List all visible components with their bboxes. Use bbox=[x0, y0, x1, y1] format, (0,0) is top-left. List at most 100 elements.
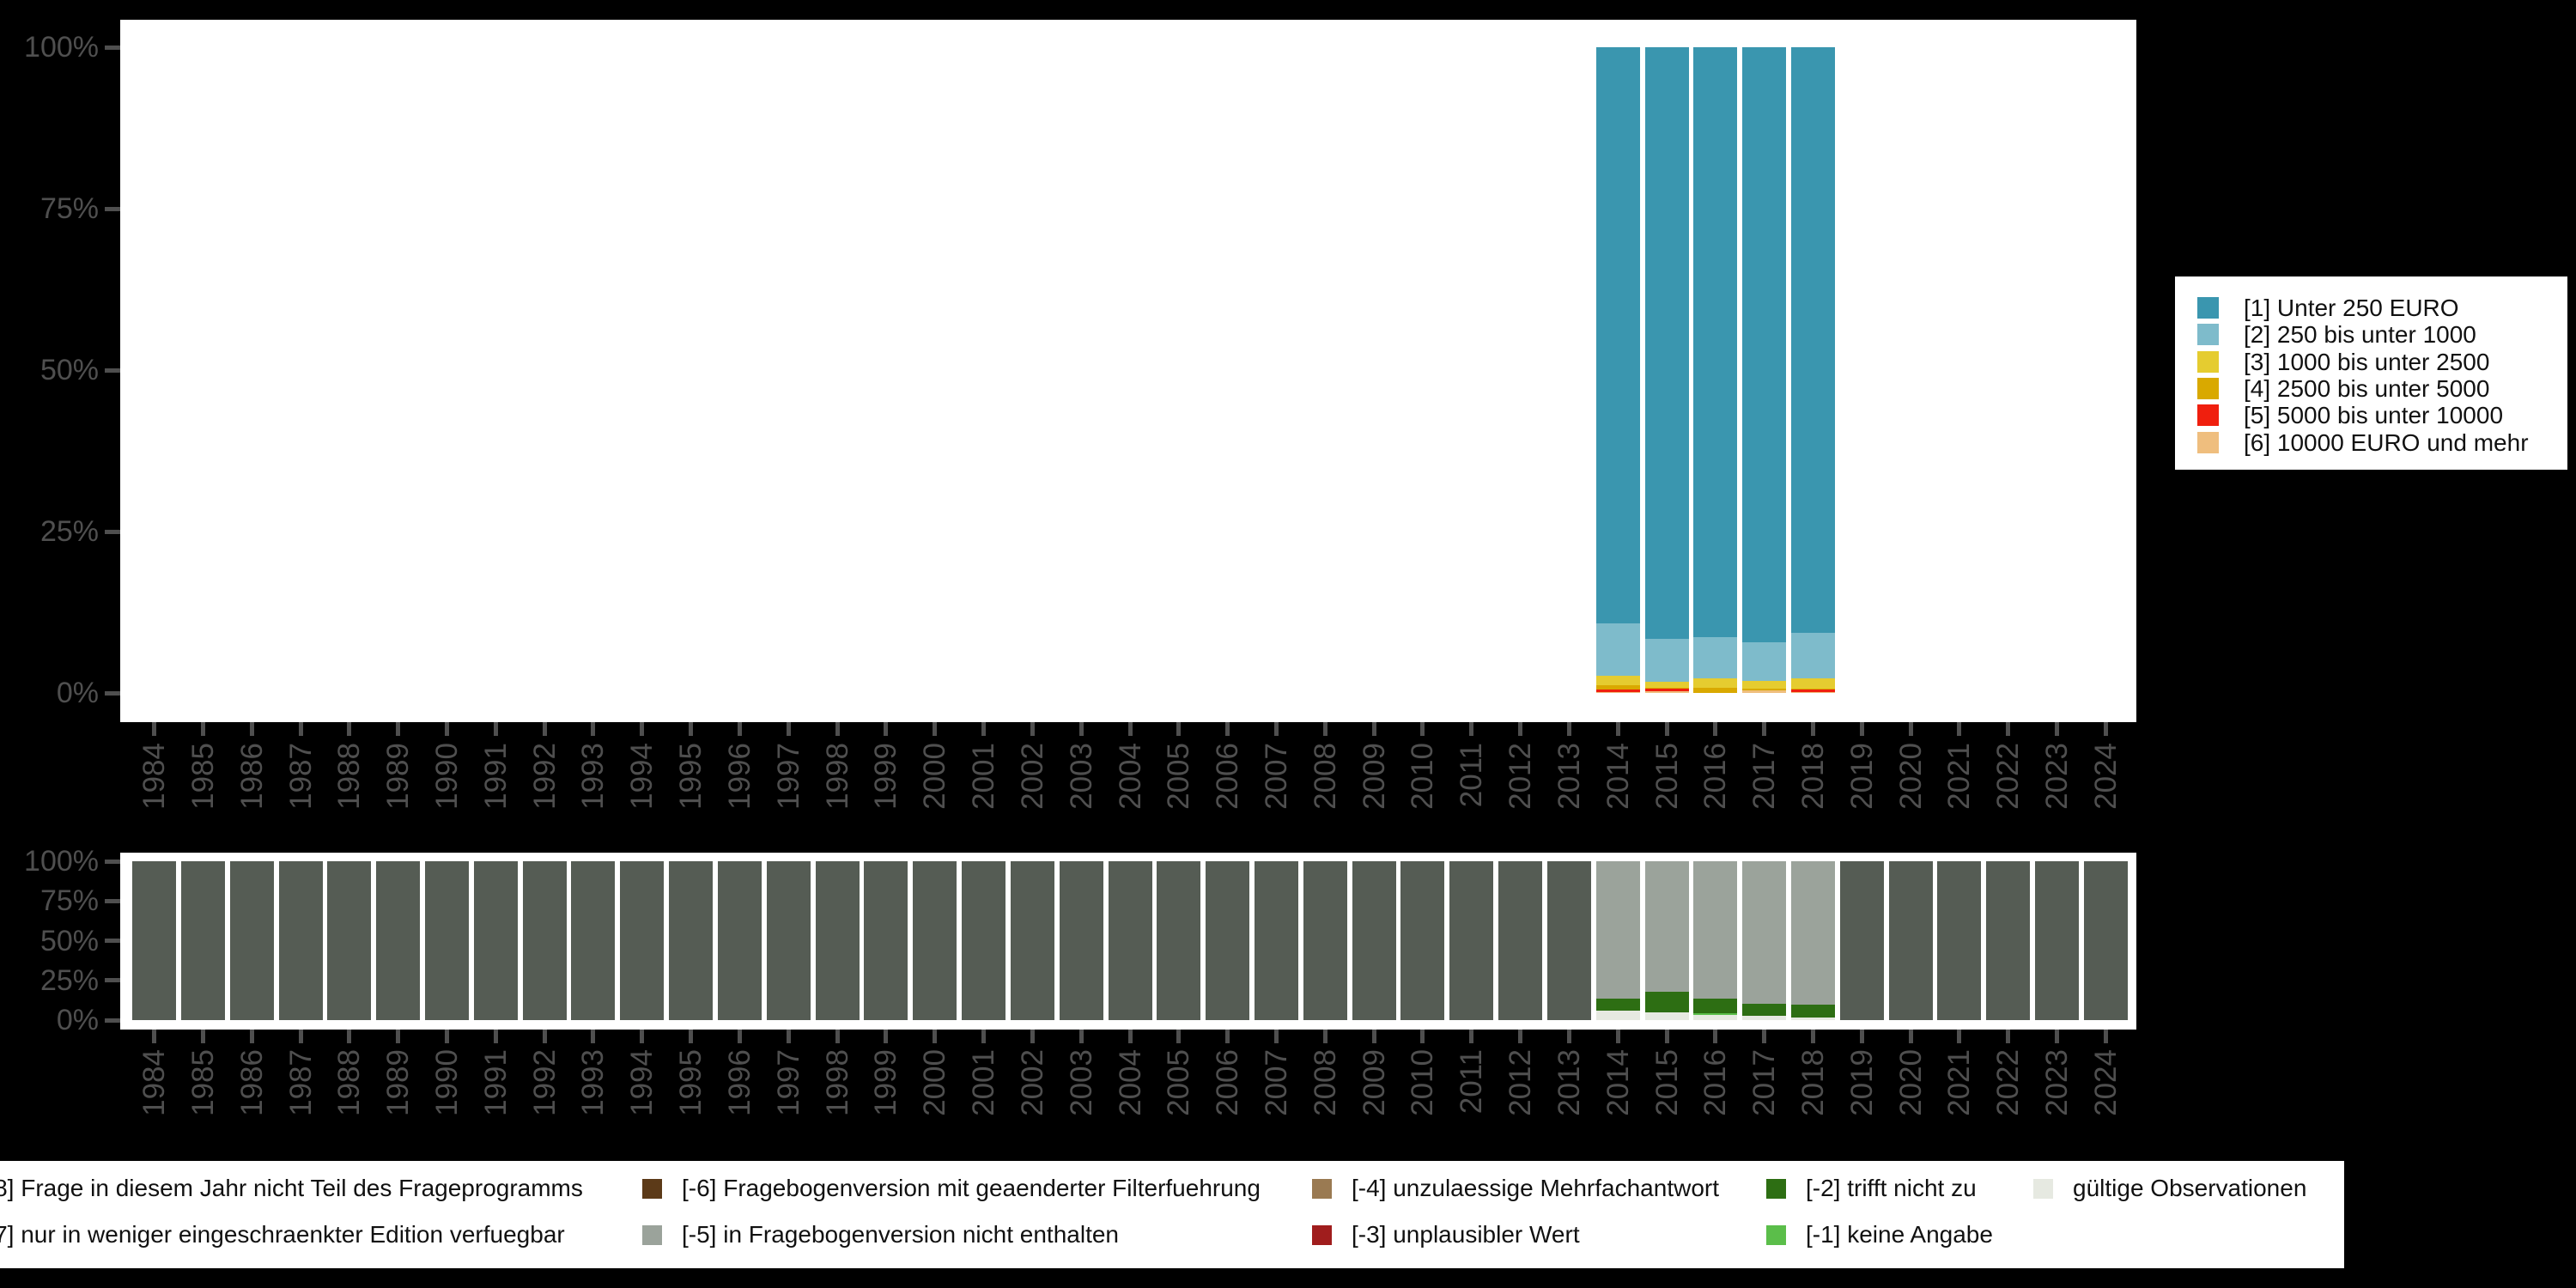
bar-2018-segment--2 bbox=[1790, 1005, 1835, 1018]
x-tick-1998-chart2 bbox=[835, 1030, 840, 1043]
y-label-100pct-chart1: 100% bbox=[24, 31, 99, 64]
bar-2014-segment-3 bbox=[1595, 675, 1640, 686]
missing-legend-label--5: [-5] in Fragebogenversion nicht enthalte… bbox=[682, 1221, 1119, 1248]
x-tick-2007-chart1 bbox=[1273, 722, 1279, 736]
x-tick-2004-chart1 bbox=[1127, 722, 1133, 736]
missing-legend-swatch--4 bbox=[1312, 1179, 1332, 1199]
year-label-2015-chart2: 2015 bbox=[1649, 1049, 1684, 1116]
x-tick-1990-chart1 bbox=[445, 722, 450, 736]
year-label-1989-chart1: 1989 bbox=[381, 743, 416, 810]
x-tick-1991-chart2 bbox=[493, 1030, 498, 1043]
bar-1988-segment--8 bbox=[327, 861, 372, 1020]
x-tick-2024-chart2 bbox=[2103, 1030, 2108, 1043]
x-tick-1997-chart1 bbox=[786, 722, 791, 736]
bar-1985-segment--8 bbox=[180, 861, 225, 1020]
missing-legend-label--1: [-1] keine Angabe bbox=[1806, 1221, 1993, 1248]
missing-legend-label--6: [-6] Fragebogenversion mit geaenderter F… bbox=[682, 1175, 1261, 1201]
bar-2024-segment--8 bbox=[2083, 861, 2128, 1020]
y-tick-25pct-chart1 bbox=[105, 529, 120, 534]
year-label-2004-chart1: 2004 bbox=[1113, 743, 1147, 810]
bar-2018-segment--5 bbox=[1790, 861, 1835, 1005]
missing-legend-swatch--2 bbox=[1766, 1179, 1786, 1199]
y-tick-50pct-chart1 bbox=[105, 368, 120, 373]
year-label-1998-chart1: 1998 bbox=[820, 743, 854, 810]
bar-2023-segment--8 bbox=[2035, 861, 2080, 1020]
year-label-2003-chart2: 2003 bbox=[1064, 1049, 1098, 1116]
missing-legend-swatch-valid bbox=[2033, 1179, 2053, 1199]
x-tick-2019-chart1 bbox=[1859, 722, 1864, 736]
missing-legend-swatch--6 bbox=[642, 1179, 662, 1199]
x-tick-1994-chart1 bbox=[640, 722, 645, 736]
x-tick-2013-chart1 bbox=[1566, 722, 1571, 736]
y-tick-75pct-chart1 bbox=[105, 206, 120, 211]
year-label-1997-chart2: 1997 bbox=[771, 1049, 805, 1116]
x-tick-2001-chart2 bbox=[981, 1030, 987, 1043]
x-tick-2002-chart2 bbox=[1030, 1030, 1035, 1043]
year-label-2009-chart1: 2009 bbox=[1357, 743, 1391, 810]
bar-2009-segment--8 bbox=[1352, 861, 1396, 1020]
x-tick-2019-chart2 bbox=[1859, 1030, 1864, 1043]
year-label-1989-chart2: 1989 bbox=[381, 1049, 416, 1116]
bar-2014-segment-4 bbox=[1595, 685, 1640, 690]
x-tick-2006-chart2 bbox=[1225, 1030, 1230, 1043]
x-tick-2022-chart2 bbox=[2006, 1030, 2011, 1043]
year-label-1994-chart2: 1994 bbox=[625, 1049, 659, 1116]
x-tick-2010-chart2 bbox=[1420, 1030, 1425, 1043]
x-tick-2005-chart2 bbox=[1176, 1030, 1182, 1043]
year-label-2014-chart1: 2014 bbox=[1601, 743, 1635, 810]
x-tick-2004-chart2 bbox=[1127, 1030, 1133, 1043]
legend-swatch-2 bbox=[2197, 324, 2219, 346]
value-categories-legend: [1] Unter 250 EURO [2] 250 bis unter 1000… bbox=[2175, 276, 2567, 470]
x-tick-1992-chart2 bbox=[542, 1030, 547, 1043]
year-label-2022-chart1: 2022 bbox=[1991, 743, 2026, 810]
legend-label-2: [2] 250 bis unter 1000 bbox=[2244, 321, 2476, 349]
y-tick-100pct-chart2 bbox=[105, 859, 120, 864]
x-tick-1987-chart1 bbox=[298, 722, 303, 736]
year-label-2006-chart1: 2006 bbox=[1211, 743, 1245, 810]
year-label-1995-chart1: 1995 bbox=[674, 743, 708, 810]
x-tick-2003-chart1 bbox=[1078, 722, 1084, 736]
x-tick-2005-chart1 bbox=[1176, 722, 1182, 736]
year-label-2010-chart1: 2010 bbox=[1406, 743, 1440, 810]
year-label-2004-chart2: 2004 bbox=[1113, 1049, 1147, 1116]
x-tick-2007-chart2 bbox=[1273, 1030, 1279, 1043]
year-label-1999-chart2: 1999 bbox=[869, 1049, 903, 1116]
year-label-2008-chart2: 2008 bbox=[1308, 1049, 1342, 1116]
year-label-1985-chart1: 1985 bbox=[185, 743, 220, 810]
bar-2011-segment--8 bbox=[1449, 861, 1494, 1020]
bar-2014-segment--5 bbox=[1595, 861, 1640, 999]
bar-2018-segment-6 bbox=[1790, 691, 1835, 693]
legend-label-3: [3] 1000 bis unter 2500 bbox=[2244, 348, 2490, 375]
x-tick-2003-chart2 bbox=[1078, 1030, 1084, 1043]
year-label-1999-chart1: 1999 bbox=[869, 743, 903, 810]
x-tick-2016-chart1 bbox=[1713, 722, 1718, 736]
year-label-1993-chart1: 1993 bbox=[576, 743, 611, 810]
x-tick-2006-chart1 bbox=[1225, 722, 1230, 736]
x-tick-2013-chart2 bbox=[1566, 1030, 1571, 1043]
year-label-2010-chart2: 2010 bbox=[1406, 1049, 1440, 1116]
missing-legend-label-valid: gültige Observationen bbox=[2073, 1175, 2307, 1201]
year-label-2020-chart2: 2020 bbox=[1893, 1049, 1928, 1116]
bar-2015-segment-3 bbox=[1644, 682, 1689, 688]
year-label-2000-chart2: 2000 bbox=[918, 1049, 952, 1116]
x-tick-2015-chart1 bbox=[1664, 722, 1669, 736]
bar-2016-segment-gültige bbox=[1693, 1014, 1738, 1020]
year-label-2018-chart2: 2018 bbox=[1795, 1049, 1830, 1116]
y-tick-0pct-chart1 bbox=[105, 690, 120, 696]
bar-2004-segment--8 bbox=[1108, 861, 1152, 1020]
bar-2016-segment--5 bbox=[1693, 861, 1738, 999]
x-tick-2010-chart1 bbox=[1420, 722, 1425, 736]
year-label-2002-chart1: 2002 bbox=[1015, 743, 1049, 810]
year-label-2023-chart1: 2023 bbox=[2040, 743, 2075, 810]
y-label-0pct-chart1: 0% bbox=[56, 677, 99, 709]
bar-2017-segment-2 bbox=[1742, 642, 1787, 681]
x-tick-2000-chart2 bbox=[933, 1030, 938, 1043]
bar-2017-segment-4 bbox=[1742, 689, 1787, 690]
bar-1986-segment--8 bbox=[229, 861, 274, 1020]
year-label-1986-chart2: 1986 bbox=[234, 1049, 269, 1116]
bar-1999-segment--8 bbox=[864, 861, 908, 1020]
x-tick-2009-chart2 bbox=[1371, 1030, 1376, 1043]
year-label-2015-chart1: 2015 bbox=[1649, 743, 1684, 810]
x-tick-2002-chart1 bbox=[1030, 722, 1035, 736]
